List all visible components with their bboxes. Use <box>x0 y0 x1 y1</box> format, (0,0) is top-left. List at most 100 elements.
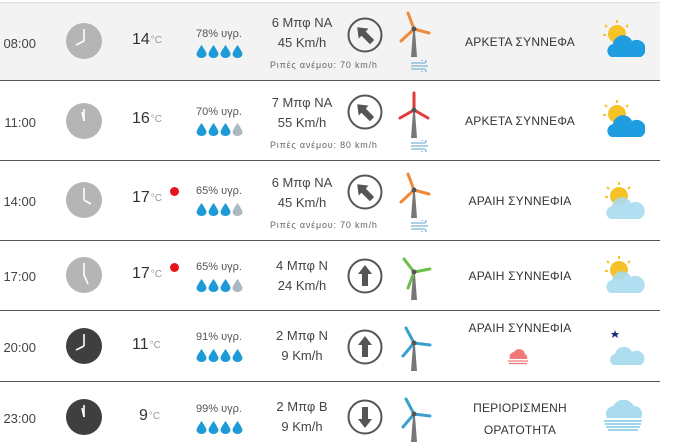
drop-icon <box>196 421 207 434</box>
drop-icon <box>208 349 219 362</box>
windmill-icon <box>399 172 431 218</box>
wind-info: 4 Μπφ Ν 24 Km/h <box>262 256 342 296</box>
partly-cloudy-icon <box>603 20 645 57</box>
drop-icon <box>196 349 207 362</box>
wind-direction-arrow-icon <box>347 174 383 210</box>
drop-icon <box>196 45 207 58</box>
wind-gust-icon <box>411 60 428 72</box>
wind-info: 7 Μπφ ΝΑ 55 Km/h <box>262 93 342 133</box>
wind-beaufort: 6 Μπφ ΝΑ <box>271 175 333 190</box>
wind-info: 6 Μπφ ΝΑ 45 Km/h <box>262 13 342 53</box>
temperature: 9°C <box>139 407 160 425</box>
drop-icon <box>208 279 219 292</box>
temperature-value: 11 <box>132 336 149 353</box>
temperature: 17°C <box>132 265 162 283</box>
windmill-icon <box>399 11 431 57</box>
drop-icon <box>196 279 207 292</box>
temperature: 11°C <box>132 336 161 354</box>
humidity-drops <box>196 123 244 136</box>
time-label: 23:00 <box>3 411 36 426</box>
drop-icon <box>220 279 231 292</box>
drop-icon <box>220 45 231 58</box>
wind-gust-icon <box>411 220 428 232</box>
clock-icon <box>66 399 102 435</box>
wind-beaufort: 2 Μπφ Β <box>276 399 328 414</box>
drop-icon <box>196 203 207 216</box>
drop-icon <box>220 203 231 216</box>
windmill-icon <box>401 397 432 442</box>
humidity-label: 65% υγρ. <box>196 261 242 273</box>
temperature-unit: °C <box>150 269 163 280</box>
temperature-value: 16 <box>132 110 150 127</box>
temperature-unit: °C <box>150 35 163 46</box>
wind-beaufort: 2 Μπφ Ν <box>276 328 328 343</box>
temperature-unit: °C <box>150 193 163 204</box>
forecast-row: 17:00 17°C 65% υγρ. 4 Μπφ Ν 24 Km/h ΑΡΑΙΗ… <box>0 241 660 311</box>
time-label: 20:00 <box>3 340 36 355</box>
wind-gust-icon <box>411 140 428 152</box>
wind-info: 2 Μπφ Β 9 Km/h <box>262 397 342 437</box>
drop-icon <box>208 203 219 216</box>
clock-icon <box>66 23 102 59</box>
windmill-icon <box>398 91 430 138</box>
drop-icon <box>232 123 243 136</box>
clock-icon <box>66 257 102 293</box>
forecast-row: 20:00 11°C 91% υγρ. 2 Μπφ Ν 9 Km/h ΑΡΑΙΗ … <box>0 311 660 382</box>
condition-label: ΑΡΚΕΤΑ ΣΥΝΝΕΦΑ <box>465 35 575 49</box>
temperature: 14°C <box>132 31 162 49</box>
drop-icon <box>220 349 231 362</box>
clock-icon <box>66 103 102 139</box>
humidity-drops <box>196 279 244 292</box>
windmill-icon <box>402 257 432 300</box>
time-label: 11:00 <box>4 115 36 130</box>
humidity-label: 65% υγρ. <box>196 185 242 197</box>
fog-icon <box>604 399 643 431</box>
temperature-value: 14 <box>132 31 150 48</box>
gusts-label: Ριπές ανέμου: 80 km/h <box>270 140 378 150</box>
temperature-value: 17 <box>132 189 150 206</box>
forecast-row: 23:00 9°C 99% υγρ. 2 Μπφ Β 9 Km/h ΠΕΡΙΟΡΙ… <box>0 382 660 447</box>
drop-icon <box>232 421 243 434</box>
wind-direction-arrow-icon <box>347 399 383 435</box>
heat-indicator-icon <box>170 263 179 272</box>
condition-label: ΠΕΡΙΟΡΙΣΜΕΝΗ ΟΡΑΤΟΤΗΤΑ <box>473 401 567 437</box>
gusts-label: Ριπές ανέμου: 70 km/h <box>270 60 378 70</box>
forecast-row: 08:00 14°C 78% υγρ. 6 Μπφ ΝΑ 45 Km/h Ριπέ… <box>0 3 660 81</box>
condition-label: ΑΡΑΙΗ ΣΥΝΝΕΦΙΑ <box>468 321 572 335</box>
table-top-border <box>0 2 660 3</box>
temperature-unit: °C <box>150 114 163 125</box>
clock-icon <box>66 182 102 218</box>
humidity-label: 70% υγρ. <box>196 106 242 118</box>
drop-icon <box>232 279 243 292</box>
humidity-label: 78% υγρ. <box>196 28 242 40</box>
humidity-drops <box>196 421 244 434</box>
wind-beaufort: 4 Μπφ Ν <box>276 258 328 273</box>
night-few-clouds-icon <box>610 330 645 365</box>
condition-label: ΑΡΚΕΤΑ ΣΥΝΝΕΦΑ <box>465 114 575 128</box>
drop-icon <box>208 45 219 58</box>
wind-speed: 9 Km/h <box>281 348 323 363</box>
humidity-drops <box>196 203 244 216</box>
drop-icon <box>232 45 243 58</box>
gusts-label: Ριπές ανέμου: 70 km/h <box>270 220 378 230</box>
wind-speed: 24 Km/h <box>277 278 327 293</box>
heat-indicator-icon <box>170 187 179 196</box>
humidity-label: 91% υγρ. <box>196 331 242 343</box>
wind-direction-arrow-icon <box>347 94 383 130</box>
temperature-value: 9 <box>139 407 148 424</box>
wind-info: 2 Μπφ Ν 9 Km/h <box>262 326 342 366</box>
clock-icon <box>66 328 102 364</box>
wind-direction-arrow-icon <box>347 17 383 53</box>
wind-beaufort: 7 Μπφ ΝΑ <box>271 95 333 110</box>
wind-info: 6 Μπφ ΝΑ 45 Km/h <box>262 173 342 213</box>
drop-icon <box>232 203 243 216</box>
few-clouds-icon <box>605 182 645 219</box>
haze-icon <box>508 349 528 365</box>
few-clouds-icon <box>605 256 645 293</box>
humidity-drops <box>196 349 244 362</box>
forecast-row: 11:00 16°C 70% υγρ. 7 Μπφ ΝΑ 55 Km/h Ριπέ… <box>0 81 660 161</box>
condition-label: ΑΡΑΙΗ ΣΥΝΝΕΦΙΑ <box>468 269 572 283</box>
temperature: 16°C <box>132 110 162 128</box>
wind-direction-arrow-icon <box>347 329 383 365</box>
drop-icon <box>220 421 231 434</box>
